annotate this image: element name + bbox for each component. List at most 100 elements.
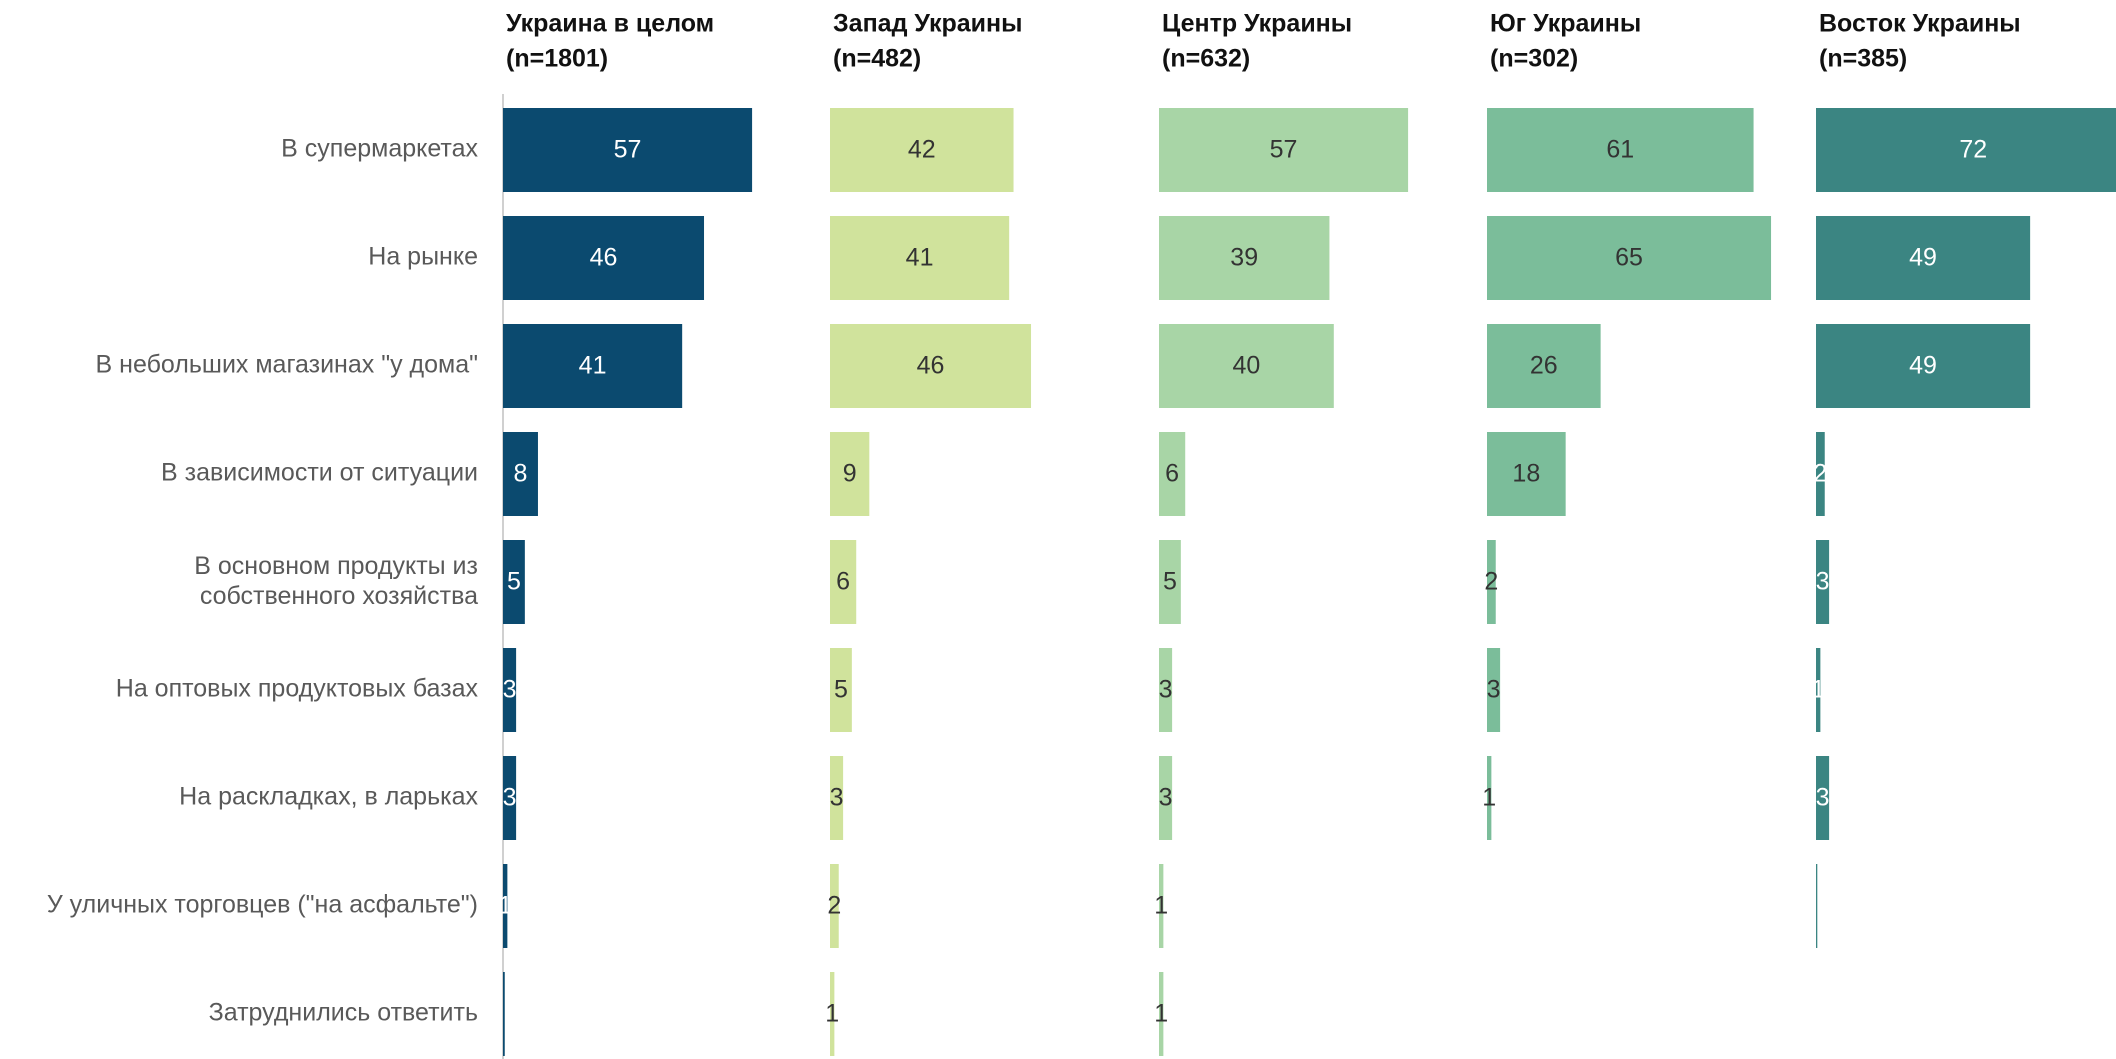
bar (503, 216, 705, 300)
bar (503, 864, 508, 948)
value-label: 41 (906, 244, 934, 272)
value-label: 1 (1154, 892, 1168, 920)
value-label: 49 (1909, 244, 1937, 272)
value-label: 49 (1909, 352, 1937, 380)
bar (1487, 540, 1496, 624)
value-label: 6 (836, 568, 850, 596)
bar (1159, 540, 1181, 624)
value-label: 3 (503, 676, 517, 704)
bar (1487, 324, 1601, 408)
bar (1816, 648, 1821, 732)
value-label: 8 (514, 460, 528, 488)
value-label: 9 (843, 460, 857, 488)
bar (1159, 648, 1173, 732)
category-label: В супермаркетах (281, 135, 478, 163)
bar (830, 864, 839, 948)
panel-subtitle: (n=302) (1490, 45, 1578, 73)
bar (1487, 216, 1772, 300)
bar (830, 108, 1014, 192)
panel-subtitle: (n=632) (1162, 45, 1250, 73)
bar (1487, 756, 1492, 840)
value-label: 2 (1484, 568, 1498, 596)
bar (830, 324, 1032, 408)
bar (830, 540, 857, 624)
panel-title: Центр Украины (1162, 10, 1352, 38)
bar (1816, 108, 2116, 192)
category-label: У уличных торговцев ("на асфальте") (47, 891, 478, 919)
bar (503, 432, 538, 516)
value-label: 57 (614, 136, 642, 164)
panel-subtitle: (n=1801) (506, 45, 608, 73)
bar (503, 648, 517, 732)
value-label: 40 (1232, 352, 1260, 380)
bar (830, 972, 835, 1056)
bar (1816, 864, 1818, 948)
value-label: 39 (1230, 244, 1258, 272)
value-label: 3 (830, 784, 844, 812)
bar (1816, 756, 1830, 840)
bar (1816, 540, 1830, 624)
category-label: На раскладках, в ларьках (179, 783, 478, 811)
bar (830, 432, 870, 516)
bar (830, 756, 844, 840)
bar (1159, 864, 1164, 948)
panel-title: Восток Украины (1819, 10, 2021, 38)
bar (1159, 108, 1409, 192)
bar (1816, 432, 1825, 516)
bar (1816, 216, 2031, 300)
value-label: 5 (1163, 568, 1177, 596)
bar (1487, 108, 1754, 192)
value-label: 3 (1159, 784, 1173, 812)
bar (503, 108, 753, 192)
value-label: 41 (579, 352, 607, 380)
bar (1816, 324, 2031, 408)
category-label: На оптовых продуктовых базах (116, 675, 479, 703)
panel-subtitle: (n=385) (1819, 45, 1907, 73)
panel-subtitle: (n=482) (833, 45, 921, 73)
value-label: 3 (1816, 568, 1830, 596)
value-label: 3 (1159, 676, 1173, 704)
value-label: 61 (1606, 136, 1634, 164)
bar (503, 324, 683, 408)
value-label: 3 (1487, 676, 1501, 704)
bar (1159, 972, 1164, 1056)
value-label: 1 (1154, 1000, 1168, 1028)
value-label: 5 (834, 676, 848, 704)
bar (1487, 648, 1501, 732)
bar (1487, 432, 1566, 516)
panel-title: Запад Украины (833, 10, 1023, 38)
value-label: 6 (1165, 460, 1179, 488)
bar (1159, 756, 1173, 840)
value-label: 42 (908, 136, 936, 164)
bar (1159, 216, 1330, 300)
value-label: 1 (498, 892, 512, 920)
value-label: 3 (503, 784, 517, 812)
value-label: 65 (1615, 244, 1643, 272)
category-label: Затруднились ответить (209, 999, 478, 1027)
value-label: 1 (1811, 676, 1825, 704)
value-label: 46 (917, 352, 945, 380)
value-label: 46 (590, 244, 618, 272)
bar (830, 648, 852, 732)
category-label: В небольших магазинах "у дома" (96, 351, 478, 379)
value-label: 1 (825, 1000, 839, 1028)
panel-title: Украина в целом (506, 10, 714, 38)
value-label: 5 (507, 568, 521, 596)
value-label: 18 (1512, 460, 1540, 488)
value-label: 2 (827, 892, 841, 920)
bar (503, 540, 525, 624)
bar (503, 756, 517, 840)
bar (1159, 432, 1186, 516)
category-label: В зависимости от ситуации (161, 459, 478, 487)
value-label: 3 (1816, 784, 1830, 812)
panel-title: Юг Украины (1490, 10, 1641, 38)
category-label: На рынке (368, 243, 478, 271)
value-label: 72 (1959, 136, 1987, 164)
value-label: 2 (1813, 460, 1827, 488)
bar (830, 216, 1010, 300)
bar (503, 972, 505, 1056)
bar (1159, 324, 1334, 408)
category-label: В основном продукты из собственного хозяй… (194, 552, 478, 610)
